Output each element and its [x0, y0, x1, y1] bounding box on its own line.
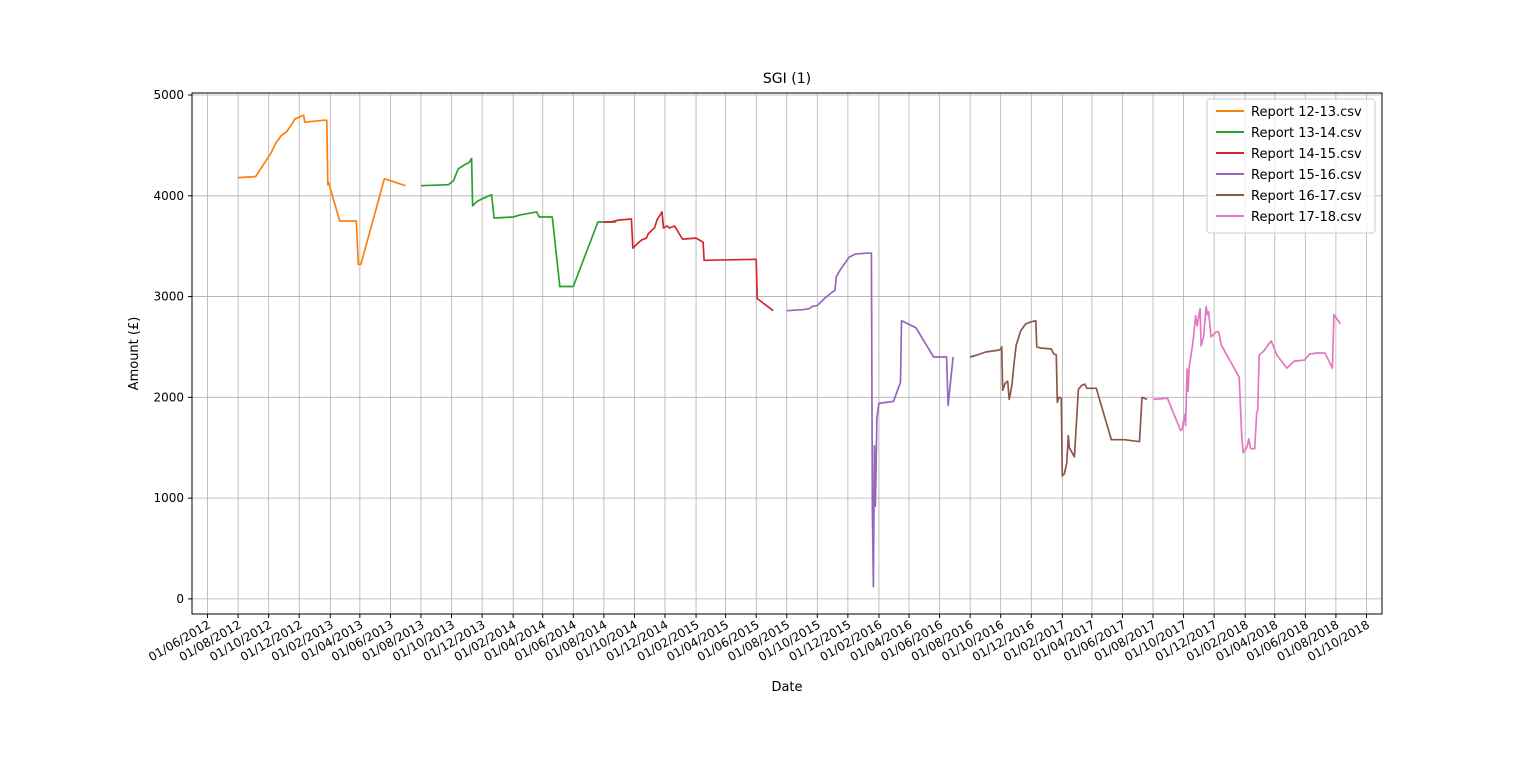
series-line — [420, 157, 616, 288]
legend-label: Report 12-13.csv — [1251, 105, 1362, 120]
legend-label: Report 15-16.csv — [1251, 168, 1362, 183]
y-tick-label: 5000 — [153, 88, 184, 102]
y-axis-label: Amount (£) — [127, 317, 142, 391]
x-axis-label: Date — [771, 680, 802, 695]
series-line — [1152, 305, 1342, 454]
legend-label: Report 16-17.csv — [1251, 189, 1362, 204]
grid — [192, 93, 1382, 614]
legend-label: Report 17-18.csv — [1251, 210, 1362, 225]
y-axis: 0 1000 2000 3000 4000 5000 — [153, 88, 192, 606]
series-line — [603, 211, 774, 312]
series-line — [786, 252, 954, 588]
series-line — [969, 319, 1148, 477]
series-line — [238, 114, 406, 266]
y-tick-label: 4000 — [153, 189, 184, 203]
x-axis: 01/06/201201/08/201201/10/201201/12/2012… — [146, 614, 1372, 664]
legend-box — [1206, 98, 1376, 234]
y-tick-label: 0 — [176, 592, 184, 606]
chart-title: SGI (1) — [763, 71, 811, 87]
legend: Report 12-13.csv Report 13-14.csv Report 1… — [1206, 98, 1376, 234]
legend-label: Report 14-15.csv — [1251, 147, 1362, 162]
y-tick-label: 2000 — [153, 390, 184, 404]
series-lines — [238, 114, 1342, 588]
y-tick-label: 1000 — [153, 491, 184, 505]
y-tick-label: 3000 — [153, 290, 184, 304]
legend-label: Report 13-14.csv — [1251, 126, 1362, 141]
